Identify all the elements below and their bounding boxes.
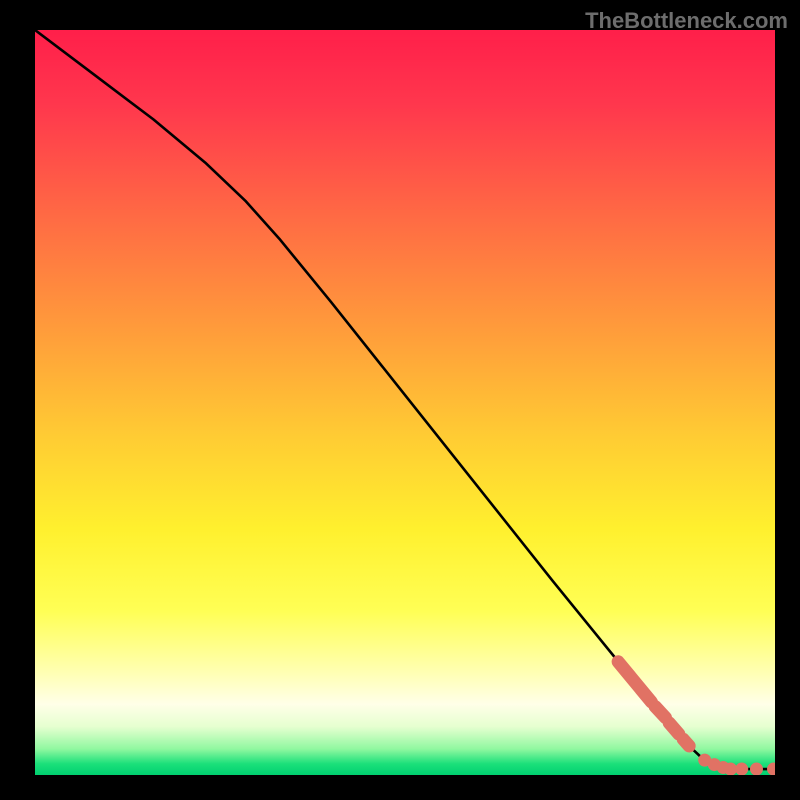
chart-canvas	[35, 30, 775, 775]
chart-frame: TheBottleneck.com	[0, 0, 800, 800]
gradient-background	[35, 30, 775, 775]
